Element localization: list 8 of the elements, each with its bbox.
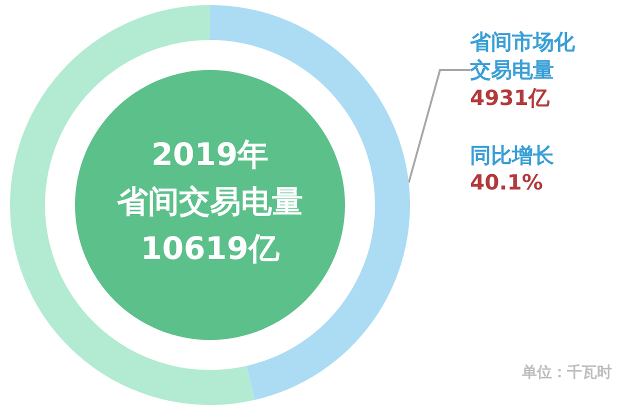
- text: 10619亿: [140, 231, 280, 267]
- text: 40.1%: [470, 170, 543, 194]
- text: 单位：千瓦时: [521, 363, 612, 381]
- text: 同比增长: [470, 144, 555, 168]
- text: 省间交易电量: [116, 184, 303, 220]
- slice-label: 省间市场化交易电量: [469, 30, 576, 82]
- data-label: 4931亿: [470, 86, 550, 110]
- text: 2019年: [151, 137, 269, 173]
